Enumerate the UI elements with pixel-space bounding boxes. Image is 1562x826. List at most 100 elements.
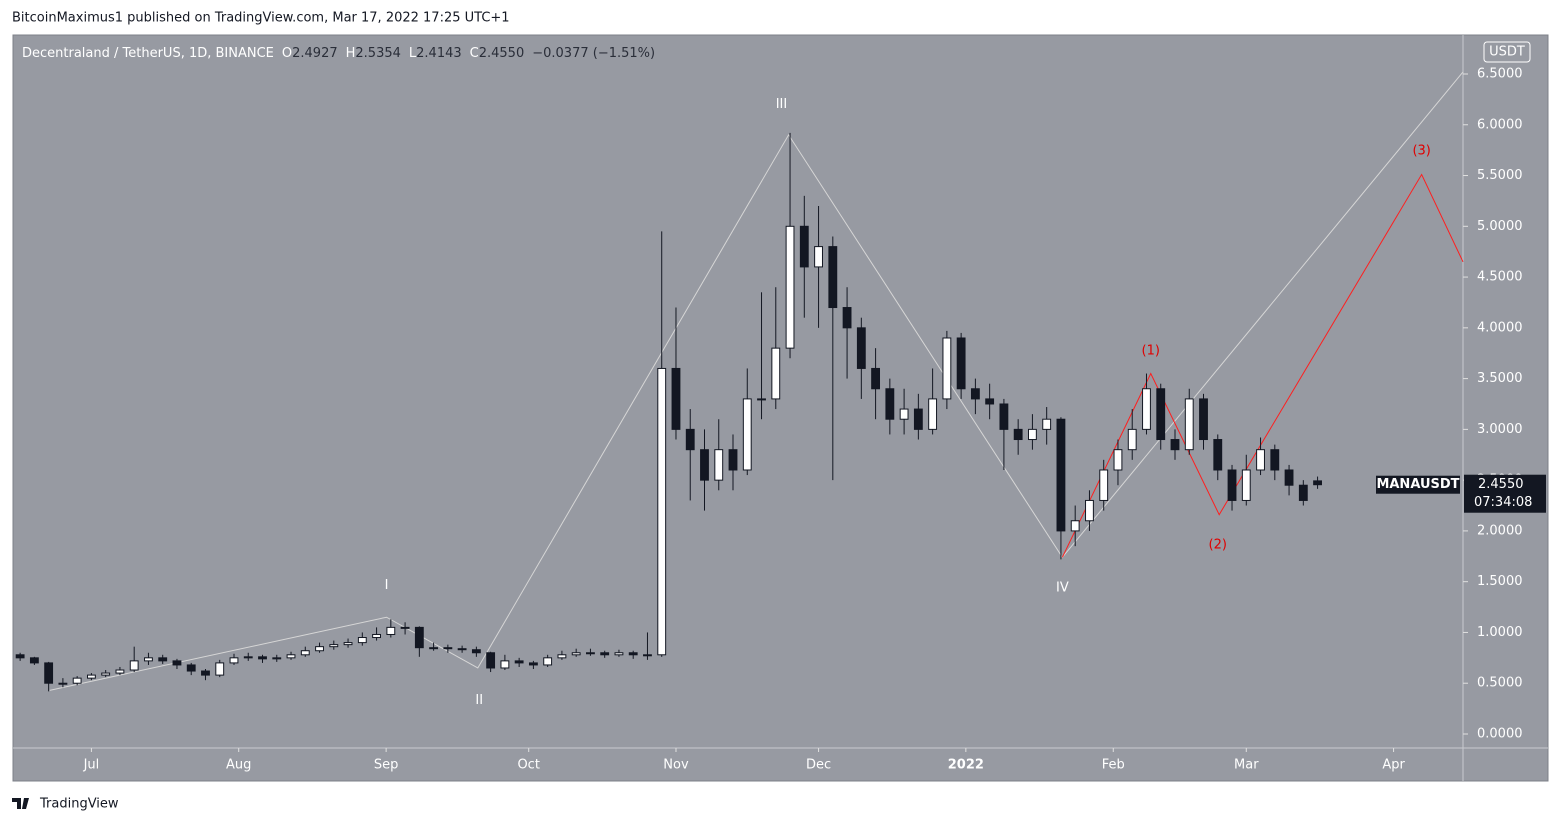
- x-tick-label: Sep: [374, 758, 399, 773]
- candle-body: [1085, 499, 1094, 522]
- y-tick-label: 3.0000: [1477, 422, 1523, 437]
- y-tick-label: 5.0000: [1477, 219, 1523, 234]
- x-tick-label: Oct: [517, 758, 539, 773]
- x-tick-label: Mar: [1234, 758, 1259, 773]
- candle-body: [343, 642, 353, 646]
- candle-body: [899, 408, 909, 420]
- y-tick-label: 4.0000: [1477, 320, 1523, 335]
- candle-body: [714, 449, 724, 481]
- candle-body: [386, 626, 396, 635]
- legend-key: H: [346, 46, 356, 61]
- legend-symbol: Decentraland / TetherUS, 1D, BINANCE: [22, 46, 274, 61]
- wave-label: IV: [1056, 580, 1069, 595]
- y-tick-label: 4.5000: [1477, 270, 1523, 285]
- candle-body: [728, 449, 738, 471]
- candle-body: [272, 657, 282, 660]
- candle-body: [557, 654, 567, 659]
- candle-body: [657, 367, 667, 656]
- candle-body: [771, 347, 781, 400]
- candle-body: [86, 674, 96, 679]
- candle-body: [1127, 428, 1137, 451]
- candle-body: [58, 682, 68, 685]
- candle-body: [942, 337, 952, 400]
- candle-body: [1241, 469, 1251, 501]
- footer-brand: TradingView: [39, 797, 119, 812]
- candle-body: [500, 660, 510, 669]
- candle-body: [186, 664, 196, 672]
- price-tag: 2.4550: [1478, 477, 1524, 492]
- candle-body: [158, 657, 168, 662]
- y-tick-label: 5.5000: [1477, 168, 1523, 183]
- candle-body: [571, 652, 581, 656]
- candle-body: [1042, 418, 1052, 430]
- candle-body: [258, 656, 267, 660]
- candle-body: [1013, 428, 1023, 441]
- y-tick-label: 3.5000: [1477, 371, 1523, 386]
- y-tick-label: 1.0000: [1477, 625, 1523, 640]
- x-tick-label: Nov: [663, 758, 689, 773]
- candle-body: [172, 660, 182, 666]
- wave-label: (1): [1142, 344, 1160, 359]
- candle-body: [443, 647, 453, 650]
- candle-body: [614, 652, 624, 656]
- candle-body: [29, 657, 39, 664]
- candle-body: [842, 307, 852, 329]
- symbol-tag-bg: [1376, 475, 1460, 494]
- candle-body: [671, 367, 681, 430]
- candle-body: [1027, 428, 1037, 441]
- y-tick-label: 6.0000: [1477, 117, 1523, 132]
- y-tick-label: 2.0000: [1477, 523, 1523, 538]
- legend-value: 2.4927: [292, 46, 338, 61]
- candle-body: [828, 246, 838, 309]
- candle-body: [1270, 449, 1280, 471]
- candle-body: [115, 669, 125, 674]
- candle-body: [742, 398, 752, 471]
- candle-body: [1227, 469, 1237, 501]
- candle-body: [1113, 449, 1123, 471]
- candle-body: [913, 408, 923, 430]
- candle-body: [44, 662, 54, 684]
- candle-body: [700, 449, 709, 481]
- legend-value: 2.5354: [355, 46, 401, 61]
- candle-body: [315, 646, 324, 652]
- candle-body: [871, 367, 881, 390]
- candle-body: [1156, 388, 1166, 441]
- candle-body: [429, 647, 439, 650]
- candle-body: [243, 656, 253, 659]
- candle-body: [1184, 398, 1194, 451]
- candle-body: [586, 652, 595, 655]
- x-tick-label: Dec: [806, 758, 831, 773]
- candle-body: [144, 657, 153, 662]
- candle-body: [1298, 484, 1308, 501]
- candle-body: [1256, 449, 1265, 471]
- candle-body: [999, 403, 1009, 430]
- candle-body: [1099, 469, 1109, 501]
- candle-body: [372, 633, 381, 639]
- candle-body: [400, 626, 410, 629]
- candle-body: [1170, 439, 1180, 451]
- candle-body: [286, 654, 296, 659]
- candle-body: [970, 388, 980, 400]
- candle-body: [1313, 480, 1322, 486]
- candle-body: [101, 672, 111, 676]
- legend-change: −0.0377 (−1.51%): [532, 46, 655, 61]
- candle-body: [528, 662, 538, 666]
- footer-logo: [12, 798, 29, 809]
- candle-body: [685, 428, 695, 451]
- candle-body: [514, 660, 524, 664]
- y-tick-label: 0.5000: [1477, 676, 1523, 691]
- wave-label: II: [475, 693, 483, 708]
- candle-body: [414, 626, 424, 649]
- y-tick-label: 0.0000: [1477, 726, 1523, 741]
- candle-body: [471, 649, 481, 654]
- candle-body: [1070, 520, 1080, 532]
- candle-body: [300, 650, 310, 656]
- currency: USDT: [1489, 45, 1525, 60]
- legend-value: 2.4143: [416, 46, 462, 61]
- candle-body: [956, 337, 966, 390]
- candle-body: [814, 246, 823, 268]
- candle-body: [357, 637, 367, 644]
- candle-body: [885, 388, 895, 420]
- candle-body: [15, 654, 25, 659]
